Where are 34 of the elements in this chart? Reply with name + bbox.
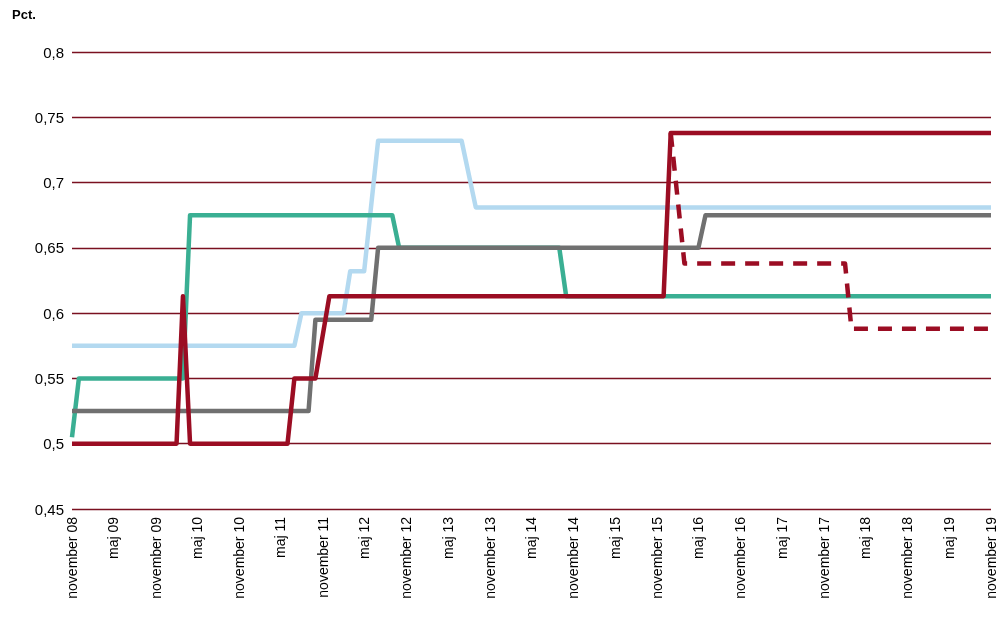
x-tick-label: maj 18 [857,516,874,560]
x-tick-label: november 09 [147,516,164,599]
x-tick-label: maj 16 [690,516,707,560]
x-tick-label: maj 14 [523,516,540,560]
y-tick-label: 0,45 [34,500,64,518]
x-tick-label: maj 11 [272,516,289,558]
y-tick-label: 0,55 [34,369,64,387]
y-tick-label: 0,7 [43,174,64,192]
x-tick-label: november 08 [64,516,80,599]
x-tick-label: november 16 [732,516,749,599]
y-tick-label: 0,5 [43,435,64,453]
y-tick-label: 0,8 [43,43,64,61]
y-axis-title: Pct. [12,7,36,22]
x-tick-label: november 14 [565,516,582,599]
x-tick-label: november 17 [815,516,832,599]
x-tick-label: maj 15 [606,516,623,560]
x-tick-label: maj 12 [356,516,373,560]
x-tick-label: maj 10 [188,516,205,560]
line-series [69,138,994,349]
x-tick-label: maj 13 [439,516,456,560]
x-tick-label: november 18 [899,516,916,599]
x-tick-label: november 12 [398,516,415,599]
x-tick-label: november 11 [314,516,331,598]
y-tick-label: 0,65 [34,239,64,257]
x-tick-label: november 13 [481,516,498,599]
x-tick-label: maj 09 [105,516,122,560]
x-tick-label: november 15 [648,516,665,599]
line-series [69,130,994,446]
x-tick-label: november 19 [983,516,999,599]
x-tick-label: maj 17 [773,516,790,560]
x-tick-label: maj 19 [940,516,957,560]
y-tick-label: 0,75 [34,108,64,126]
y-tick-label: 0,6 [43,304,64,322]
x-tick-label: november 10 [231,516,248,599]
